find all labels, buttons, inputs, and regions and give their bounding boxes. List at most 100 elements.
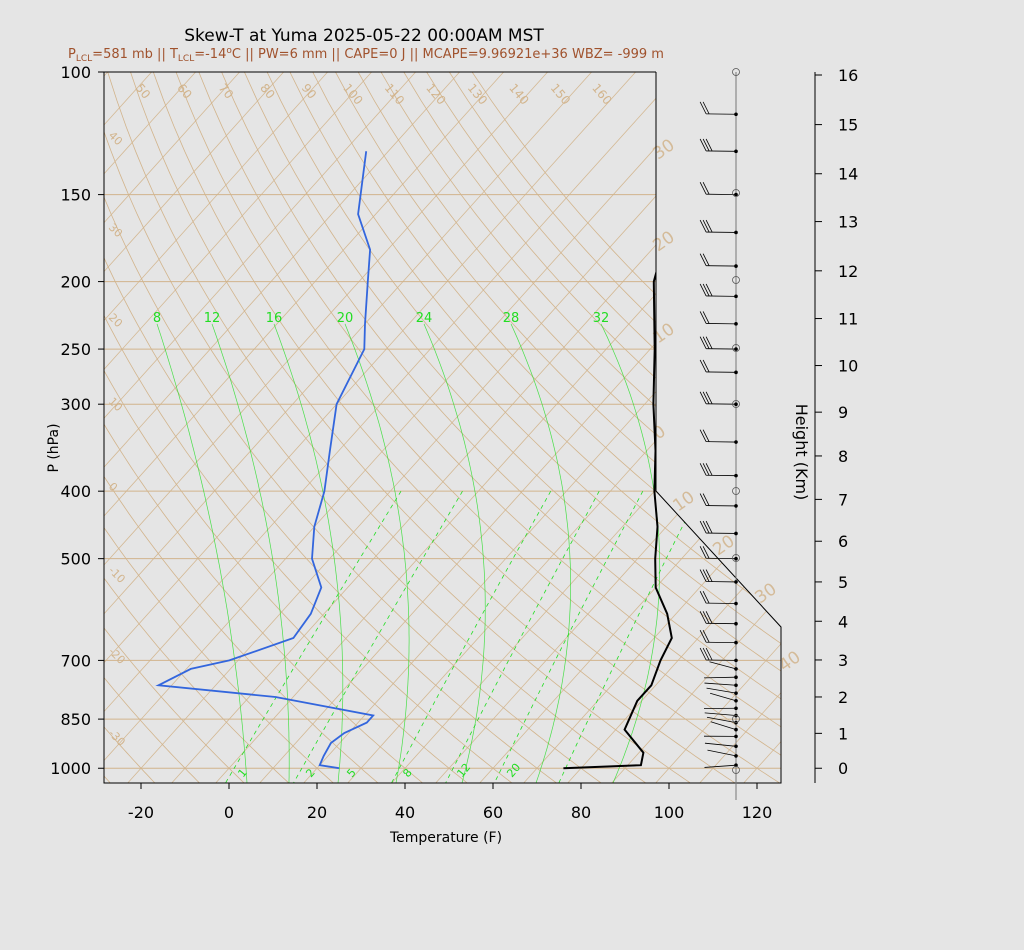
- height-tick-label: 13: [838, 213, 858, 232]
- isotherm-label: 60: [174, 81, 195, 102]
- adiabat-label-right: 20: [649, 227, 678, 256]
- isotherm-label: 110: [382, 81, 407, 108]
- isotherm-label: 120: [423, 81, 448, 108]
- isotherm-line: [104, 72, 680, 783]
- wind-barb-staff: [704, 682, 737, 686]
- dry-adiabat-line: [104, 72, 646, 783]
- dry-adiabat-line: [357, 72, 781, 783]
- dry-adiabat-line: [107, 72, 691, 783]
- dry-adiabat-line: [244, 72, 781, 783]
- isotherms: [0, 72, 1024, 783]
- adiabat-label-left: -30: [106, 727, 128, 749]
- wind-barb-dot: [734, 504, 738, 508]
- adiabat-label-right: 30: [751, 579, 780, 608]
- x-tick-label: -20: [128, 803, 154, 822]
- height-tick-label: 7: [838, 490, 848, 509]
- wind-barb-feather: [699, 546, 707, 559]
- isobars: [104, 72, 781, 769]
- wind-barb-staff: [710, 721, 737, 730]
- isotherm-label: 90: [299, 81, 320, 102]
- wind-barb-feather: [702, 569, 710, 582]
- y-tick-label: 250: [60, 340, 91, 359]
- isotherm-line: [303, 72, 781, 783]
- wind-barb-feather: [705, 283, 713, 297]
- tlcl-sub: LCL: [178, 54, 194, 64]
- isotherm-line: [259, 72, 781, 783]
- isotherm-label: 130: [465, 81, 490, 108]
- tlcl-label: T: [169, 47, 178, 62]
- calm-wind-circle: [732, 68, 740, 76]
- y-tick-label: 150: [60, 186, 91, 205]
- wind-barb-dot: [734, 744, 738, 749]
- wind-barb-feather: [702, 590, 710, 604]
- wind-barb-feather: [699, 283, 707, 297]
- adiabat-label-right: 10: [669, 487, 698, 516]
- wind-barb-dot: [734, 658, 738, 663]
- isotherm-line: [0, 72, 20, 783]
- wind-barb-feather: [699, 493, 707, 506]
- isotherm-line: [832, 72, 1024, 783]
- wind-barb-staff: [704, 676, 737, 679]
- dry-adiabat-line: [104, 72, 468, 783]
- dry-adiabat-line: [104, 72, 200, 783]
- x-tick-label: 100: [654, 803, 685, 822]
- dry-adiabat-line: [104, 72, 557, 783]
- mixing-ratio-line: [293, 490, 463, 783]
- wind-barb-feather: [699, 138, 707, 152]
- height-tick-label: 15: [838, 116, 858, 135]
- dry-adiabat-line: [380, 72, 781, 783]
- dry-adiabat-line: [152, 72, 780, 783]
- plcl-value: =581 mb ||: [92, 47, 170, 62]
- wind-barb-dot: [734, 370, 738, 375]
- height-axis-label: Height (Km): [792, 404, 811, 501]
- mixing-ratio-line: [391, 491, 552, 783]
- x-tick-label: 120: [742, 803, 773, 822]
- isotherm-line: [104, 72, 548, 783]
- wind-barb-dot: [734, 112, 738, 117]
- wind-barb-dot: [734, 683, 738, 688]
- adiabat-label-right: 30: [649, 135, 678, 164]
- background-line-labels: 50 60 70 80 90 100 110 120 130 140 150 160403020100…: [106, 81, 805, 780]
- adiabat-label-right: 40: [775, 647, 804, 676]
- isotherm-label: 100: [340, 81, 365, 108]
- isotherm-line: [104, 72, 152, 783]
- adiabat-label-left: 30: [106, 221, 125, 240]
- wind-barb-dot: [734, 322, 738, 326]
- mixing-ratio-line: [494, 491, 644, 783]
- isotherm-label: 50: [133, 81, 154, 102]
- dry-adiabat-line: [104, 72, 334, 783]
- dry-adiabat-line: [104, 72, 423, 783]
- wind-barb-dot: [734, 601, 738, 606]
- temperature-line: [563, 72, 694, 770]
- calm-wind-circle: [732, 715, 740, 723]
- dry-adiabats: [104, 72, 781, 783]
- wind-barb-feather: [702, 493, 710, 506]
- mixing-ratio-line: [445, 491, 600, 783]
- wind-barb-feather: [702, 101, 710, 115]
- dry-adiabat-line: [312, 72, 781, 783]
- tlcl-unit: C ||: [232, 47, 258, 62]
- wind-barb-dot: [734, 734, 738, 739]
- wind-barb-staff: [704, 712, 737, 716]
- y-tick-label: 400: [60, 482, 91, 501]
- isotherm-line: [567, 72, 781, 783]
- isotherm-line: [479, 72, 781, 783]
- isotherm-label: 150: [548, 81, 573, 108]
- adiabat-label-right: 20: [709, 531, 738, 560]
- isotherm-line: [655, 72, 781, 783]
- wind-barb-feather: [702, 546, 710, 559]
- wind-barb-feather: [699, 391, 707, 404]
- y-tick-label: 300: [60, 395, 91, 414]
- isotherm-line: [104, 72, 240, 783]
- wind-barb-feather: [702, 336, 710, 349]
- isotherm-line: [920, 72, 1024, 783]
- isotherm-line: [1008, 72, 1024, 783]
- calm-wind-circle: [732, 276, 740, 284]
- y-tick-label: 1000: [50, 759, 91, 778]
- wind-barb-feather: [699, 630, 707, 643]
- wind-barb-feather: [699, 590, 707, 604]
- wind-barb-dot: [734, 531, 738, 536]
- wind-barb-feather: [702, 182, 710, 195]
- wind-barb-feather: [699, 463, 707, 476]
- wind-barb-dot: [734, 402, 738, 406]
